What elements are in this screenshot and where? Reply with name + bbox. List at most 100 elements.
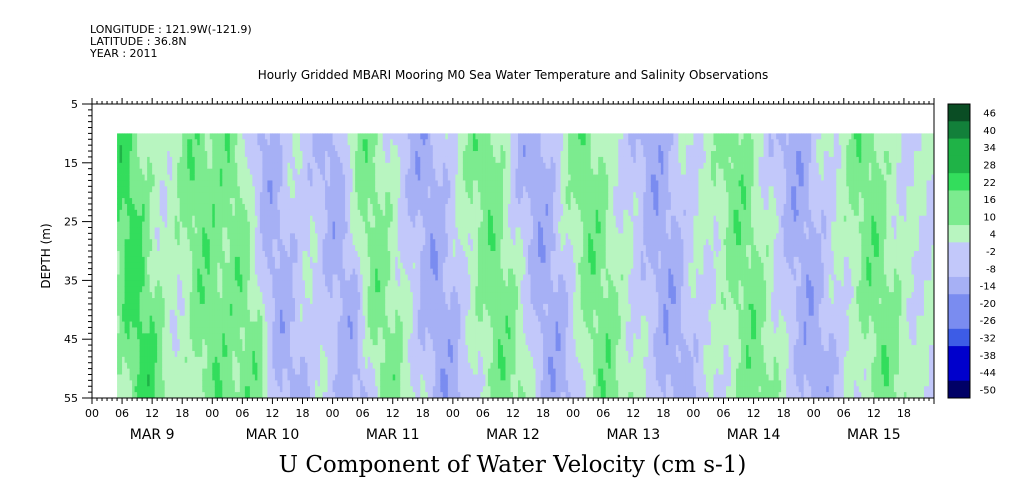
heatmap-cell xyxy=(199,386,203,393)
heatmap-cell xyxy=(322,339,326,346)
heatmap-cell xyxy=(392,239,396,246)
heatmap-cell xyxy=(294,298,298,305)
heatmap-cell xyxy=(320,350,323,358)
heatmap-cell xyxy=(375,356,379,364)
heatmap-cell xyxy=(294,186,298,193)
heatmap-cell xyxy=(177,221,181,228)
heatmap-cell xyxy=(229,309,233,317)
heatmap-cell xyxy=(244,345,248,352)
heatmap-cell xyxy=(267,374,271,381)
heatmap-cell xyxy=(392,292,396,299)
heatmap-cell xyxy=(212,256,216,264)
heatmap-cell xyxy=(122,215,125,222)
heatmap-cell xyxy=(335,227,338,234)
heatmap-cell xyxy=(372,227,376,234)
heatmap-cell xyxy=(269,350,273,358)
heatmap-cell xyxy=(157,203,161,211)
heatmap-cell xyxy=(272,139,276,146)
heatmap-cell xyxy=(207,350,211,358)
heatmap-cell xyxy=(269,392,273,399)
heatmap-cell xyxy=(174,268,178,275)
heatmap-cell xyxy=(335,362,338,369)
heatmap-cell xyxy=(229,333,233,340)
heatmap-cell xyxy=(249,215,253,222)
heatmap-cell xyxy=(352,215,356,222)
heatmap-cell xyxy=(199,168,203,175)
heatmap-cell xyxy=(385,362,389,369)
heatmap-cell xyxy=(332,339,336,346)
heatmap-cell xyxy=(214,262,218,270)
heatmap-cell xyxy=(222,345,226,352)
heatmap-cell xyxy=(124,362,128,369)
heatmap-cell xyxy=(347,139,351,146)
heatmap-cell xyxy=(177,268,181,275)
heatmap-cell xyxy=(302,156,306,164)
heatmap-cell xyxy=(199,203,203,211)
heatmap-cell xyxy=(154,392,158,399)
heatmap-cell xyxy=(327,215,331,222)
heatmap-cell xyxy=(377,298,381,305)
heatmap-cell xyxy=(370,292,374,299)
heatmap-cell xyxy=(362,362,366,369)
heatmap-cell xyxy=(320,374,323,381)
heatmap-cell xyxy=(327,256,331,264)
heatmap-cell xyxy=(269,303,273,311)
heatmap-cell xyxy=(352,203,356,211)
heatmap-cell xyxy=(269,198,273,205)
heatmap-cell xyxy=(302,268,306,275)
heatmap-cell xyxy=(357,233,361,240)
heatmap-cell xyxy=(312,256,316,264)
heatmap-cell xyxy=(392,139,396,146)
heatmap-cell xyxy=(312,156,316,164)
heatmap-cell xyxy=(209,221,213,228)
heatmap-cell xyxy=(129,209,133,217)
heatmap-cell xyxy=(139,327,143,334)
heatmap-cell xyxy=(262,256,266,264)
heatmap-cell xyxy=(167,298,171,305)
heatmap-cell xyxy=(305,362,308,369)
heatmap-cell xyxy=(282,380,286,387)
heatmap-cell xyxy=(302,286,306,293)
heatmap-cell xyxy=(252,174,256,181)
heatmap-cell xyxy=(320,274,323,281)
heatmap-cell xyxy=(144,233,148,240)
heatmap-cell xyxy=(340,339,343,346)
heatmap-cell xyxy=(139,245,143,252)
heatmap-cell xyxy=(189,362,193,369)
heatmap-cell xyxy=(277,298,281,305)
heatmap-cell xyxy=(370,392,374,399)
heatmap-cell xyxy=(179,315,183,322)
heatmap-cell xyxy=(287,139,291,146)
heatmap-cell xyxy=(157,321,161,328)
heatmap-cell xyxy=(264,256,268,264)
heatmap-cell xyxy=(350,321,354,328)
heatmap-cell xyxy=(204,286,208,293)
heatmap-cell xyxy=(335,303,338,311)
heatmap-cell xyxy=(382,221,386,228)
heatmap-cell xyxy=(232,298,236,305)
heatmap-cell xyxy=(375,315,379,322)
heatmap-cell xyxy=(254,174,258,181)
heatmap-cell xyxy=(162,262,166,270)
heatmap-cell xyxy=(217,233,221,240)
heatmap-cell xyxy=(162,168,166,175)
heatmap-cell xyxy=(164,280,168,287)
heatmap-cell xyxy=(214,174,218,181)
heatmap-cell xyxy=(274,374,278,381)
heatmap-cell xyxy=(219,256,223,264)
heatmap-cell xyxy=(152,251,156,258)
heatmap-cell xyxy=(212,309,216,317)
heatmap-cell xyxy=(277,333,281,340)
heatmap-cell xyxy=(217,303,221,311)
heatmap-cell xyxy=(247,339,251,346)
heatmap-cell xyxy=(149,386,153,393)
heatmap-cell xyxy=(302,356,306,364)
heatmap-cell xyxy=(147,345,151,352)
heatmap-cell xyxy=(139,162,143,170)
heatmap-cell xyxy=(375,215,379,222)
heatmap-cell xyxy=(294,256,298,264)
heatmap-cell xyxy=(380,151,384,158)
heatmap-cell xyxy=(174,303,178,311)
heatmap-cell xyxy=(287,309,291,317)
heatmap-cell xyxy=(212,227,216,234)
